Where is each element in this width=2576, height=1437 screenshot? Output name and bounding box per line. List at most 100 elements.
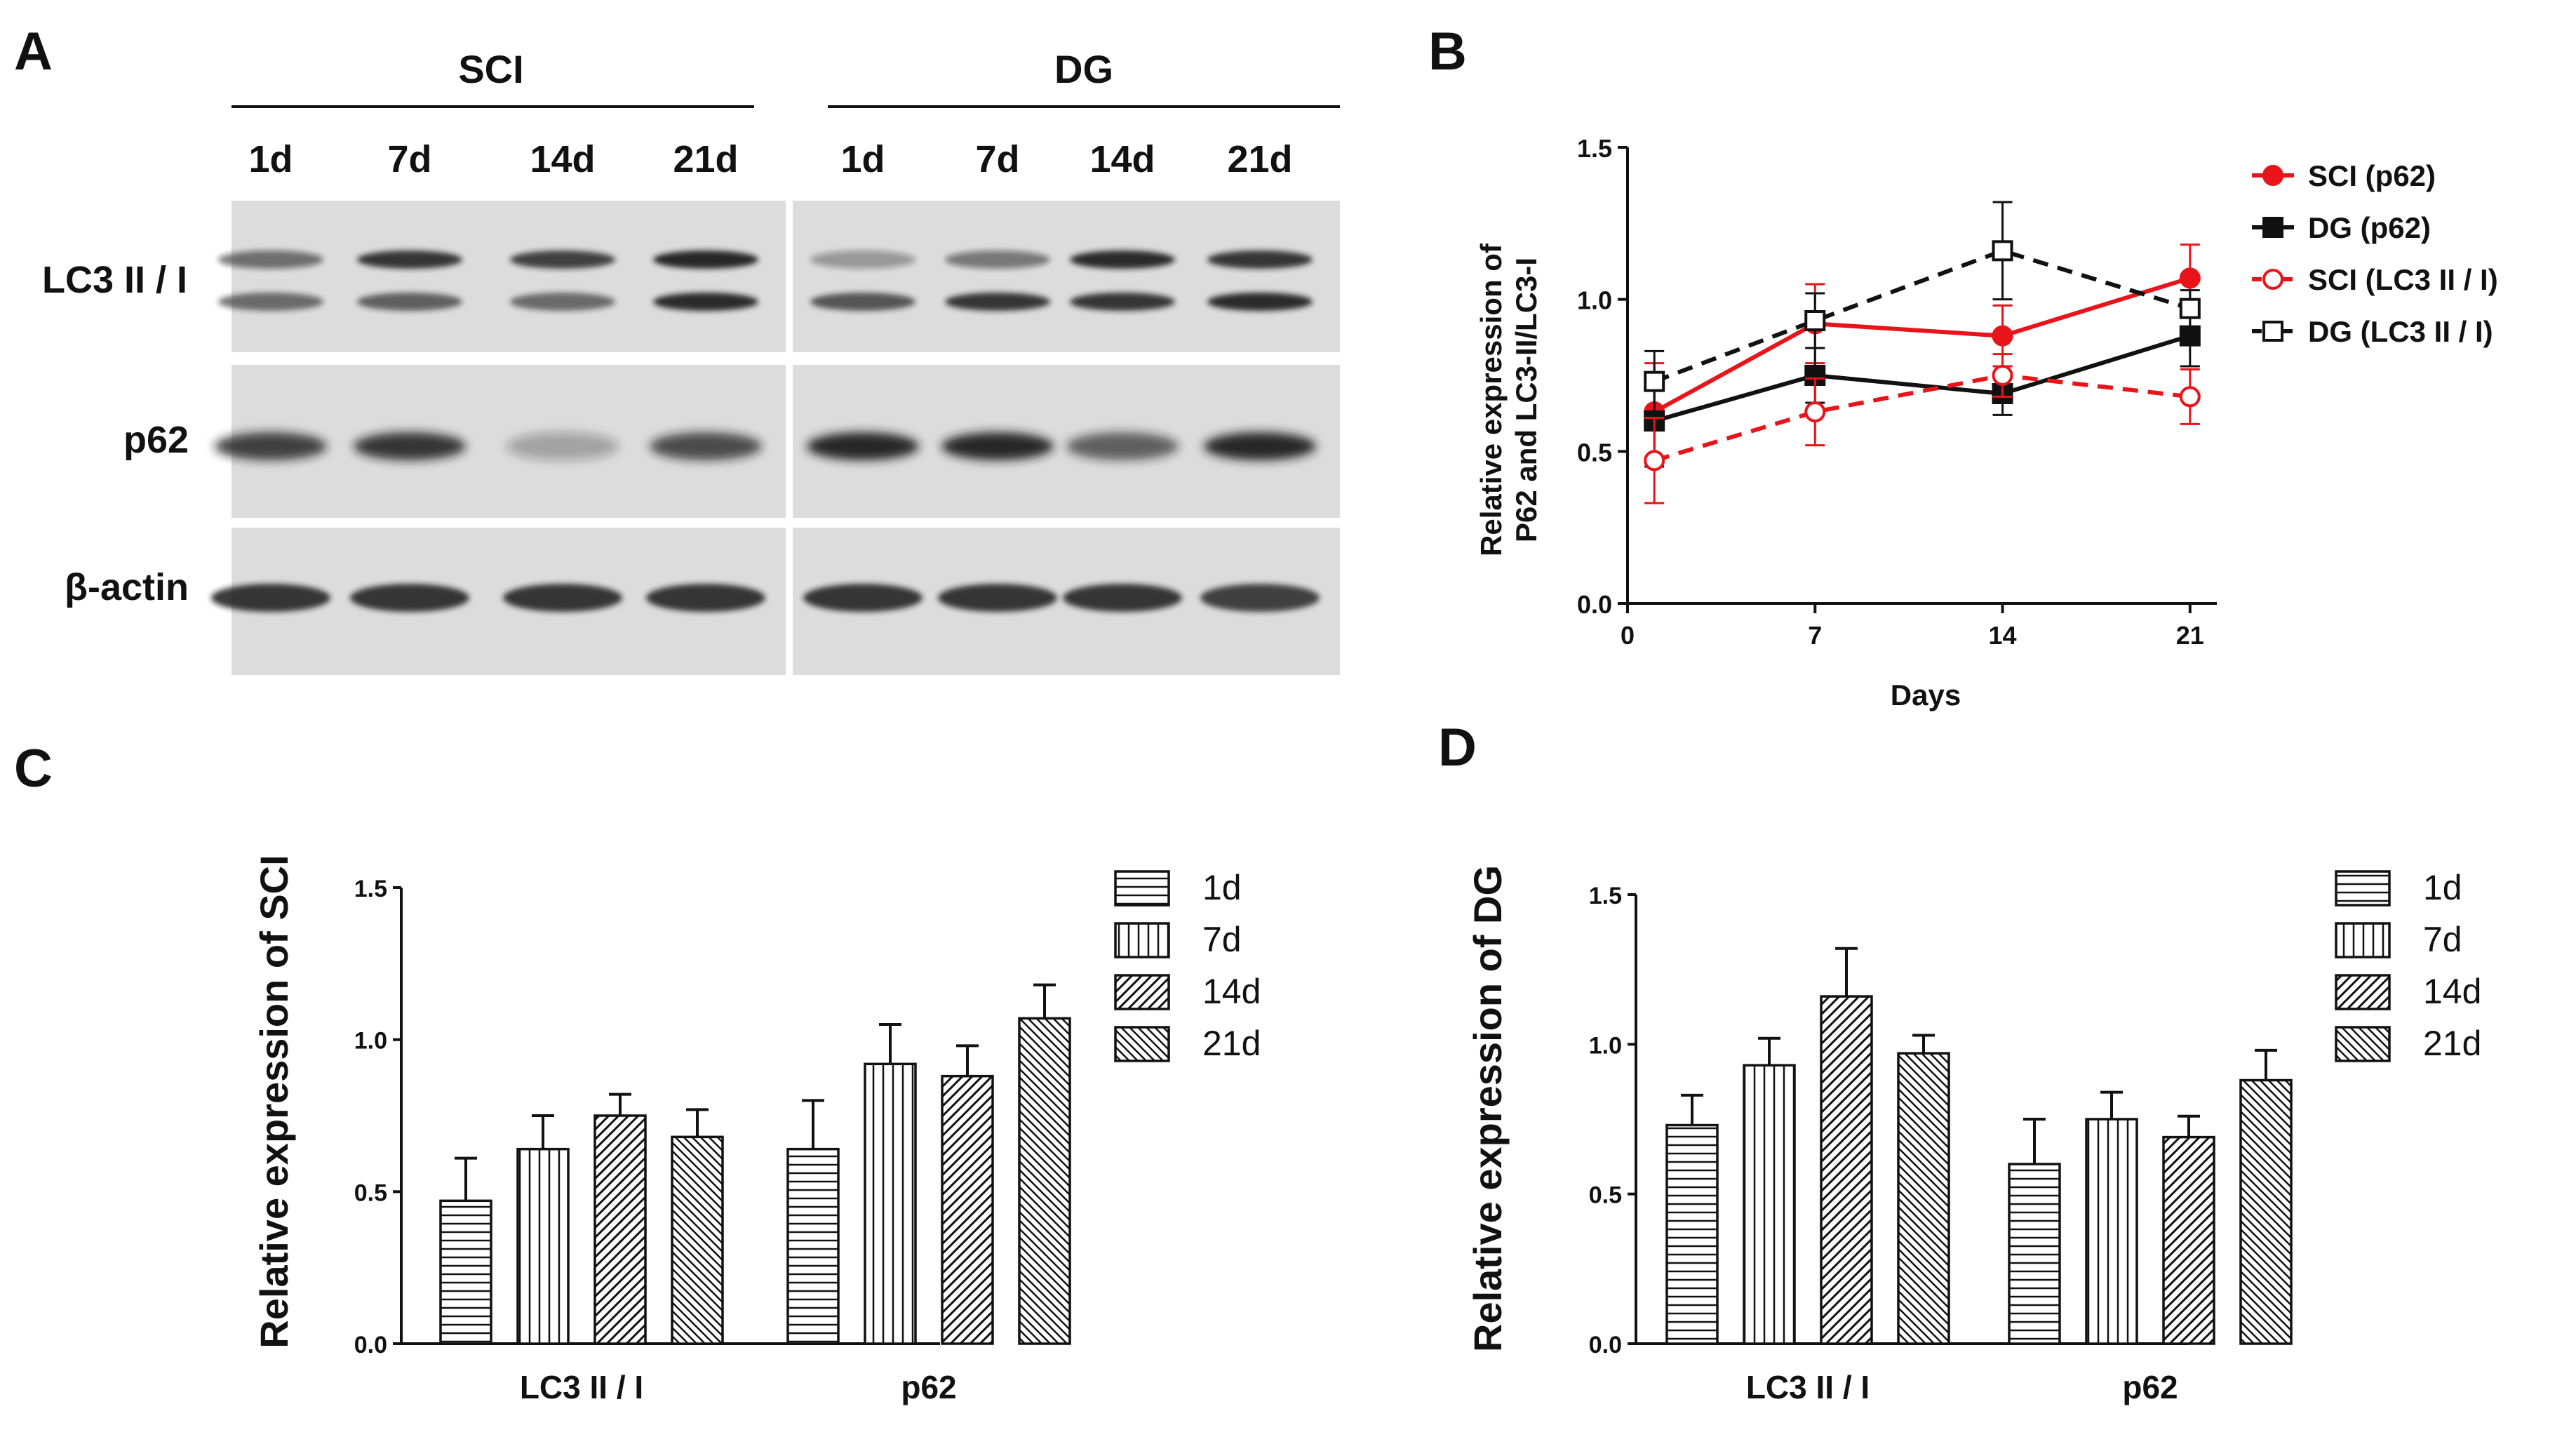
legend-label: 21d: [2423, 1024, 2481, 1063]
y-tick-label: 1.0: [1577, 286, 1612, 315]
bar: [786, 1147, 840, 1345]
bar-chart-c: 0.0 0.5 1.0 1.5 LC3 II / I p62 1d 7d 14d 21d Rel…: [252, 855, 1261, 1405]
panel-label-d: D: [1438, 718, 1477, 777]
lane-label: 14d: [1089, 138, 1155, 180]
legend-label: DG (LC3 II / I): [2308, 315, 2493, 348]
blot-band: [653, 293, 758, 311]
legend-swatch: [1114, 974, 1170, 1010]
legend-marker: [2262, 217, 2283, 238]
blot-membrane: [232, 201, 786, 352]
bar-chart-d: 0.0 0.5 1.0 1.5 LC3 II / I p62 1d 7d 14d 21d Rel…: [1465, 865, 2481, 1405]
lane-label: 1d: [840, 138, 885, 180]
bar: [593, 1114, 647, 1345]
data-point: [2179, 267, 2201, 289]
bar: [1018, 1017, 1071, 1345]
legend-marker: [2262, 165, 2283, 186]
legend-label: 14d: [2423, 972, 2481, 1011]
blot-band: [357, 250, 462, 269]
y-tick-label: 1.5: [1577, 134, 1612, 163]
series-line: [1653, 248, 2191, 384]
blot-band: [650, 432, 762, 460]
blot-band: [653, 250, 758, 269]
data-point: [1804, 401, 1826, 422]
bar: [516, 1147, 570, 1345]
x-tick-label: 7: [1808, 621, 1822, 650]
blot-row-label-actin: β-actin: [65, 566, 189, 608]
legend-label: 21d: [1202, 1024, 1261, 1063]
lane-label: 7d: [975, 138, 1020, 180]
blot-band: [1070, 250, 1175, 269]
blot-image: [211, 201, 1340, 675]
y-axis-label: Relative expression of: [1475, 243, 1508, 556]
bar: [941, 1074, 994, 1345]
bar: [1820, 995, 1873, 1345]
blot-band: [218, 250, 323, 269]
blot-band: [938, 584, 1057, 612]
panel-label-c: C: [14, 739, 53, 798]
y-tick-label: 1.5: [1589, 883, 1622, 909]
y-tick-label: 0.0: [1589, 1332, 1622, 1358]
legend-label: SCI (p62): [2308, 159, 2436, 192]
legend-swatch: [1114, 870, 1170, 907]
blot-band: [1204, 432, 1316, 460]
legend-label: 1d: [1202, 868, 1242, 907]
blot-band: [510, 293, 615, 311]
blot-band: [354, 432, 466, 460]
data-point: [1804, 310, 1826, 331]
blot-group-label-dg: DG: [1054, 47, 1113, 91]
x-tick-label: 0: [1621, 621, 1635, 650]
legend-marker: [2262, 321, 2283, 342]
blot-group-label-sci: SCI: [458, 47, 524, 91]
blot-band: [218, 293, 323, 311]
blot-band: [810, 293, 915, 311]
legend-marker: [2262, 269, 2283, 290]
x-tick-label: 21: [2176, 621, 2204, 650]
bar: [1897, 1052, 1950, 1345]
blot-band: [357, 293, 462, 311]
legend-label: 7d: [2423, 920, 2462, 959]
y-tick-label: 0.0: [1577, 590, 1612, 619]
blot-membrane: [793, 201, 1340, 352]
y-tick-label: 0.5: [1589, 1182, 1622, 1209]
y-axis-label: P62 and LC3-II/LC3-I: [1510, 258, 1543, 542]
blot-band: [803, 584, 923, 612]
blot-band: [215, 432, 327, 460]
legend-label: SCI (LC3 II / I): [2308, 263, 2498, 296]
legend-swatch: [1114, 1026, 1170, 1062]
blot-band: [945, 293, 1050, 311]
data-point: [1644, 370, 1665, 392]
blot-band: [350, 584, 469, 612]
blot-band: [211, 584, 330, 612]
blot-band: [646, 584, 765, 612]
legend-swatch: [2335, 974, 2391, 1010]
lane-label: 21d: [673, 138, 739, 180]
legend-swatch: [1114, 922, 1170, 958]
series-line: [1653, 276, 2191, 414]
data-point: [2179, 386, 2201, 408]
blot-band: [1063, 584, 1182, 612]
series-line: [1653, 333, 2191, 423]
panel-label-b: B: [1428, 22, 1467, 81]
blot-band: [945, 250, 1050, 269]
panel-label-a: A: [14, 22, 53, 81]
bar: [2008, 1163, 2061, 1345]
bar: [1743, 1064, 1796, 1345]
data-point: [1992, 325, 2013, 347]
legend-swatch: [2335, 922, 2391, 958]
line-chart-b: 0.0 0.5 1.0 1.5 0 7 14 21 SCI (p62) DG (p62) SCI …: [1475, 134, 2498, 711]
blot-row-label-lc3: LC3 II / I: [42, 259, 188, 301]
y-axis-label: Relative expression of DG: [1465, 865, 1510, 1352]
bar: [1665, 1123, 1719, 1345]
x-axis-label: Days: [1891, 679, 1961, 711]
x-tick-label: p62: [901, 1369, 956, 1405]
blot-band: [503, 584, 622, 612]
y-tick-label: 1.0: [354, 1028, 387, 1055]
series-line: [1653, 373, 2191, 463]
data-point: [1644, 450, 1665, 472]
legend-swatch: [2335, 1026, 2391, 1062]
x-tick-label: LC3 II / I: [520, 1369, 643, 1405]
legend-label: 14d: [1202, 972, 1261, 1011]
lane-label: 1d: [248, 138, 293, 180]
legend-label: 1d: [2423, 868, 2462, 907]
bar: [2085, 1118, 2138, 1345]
